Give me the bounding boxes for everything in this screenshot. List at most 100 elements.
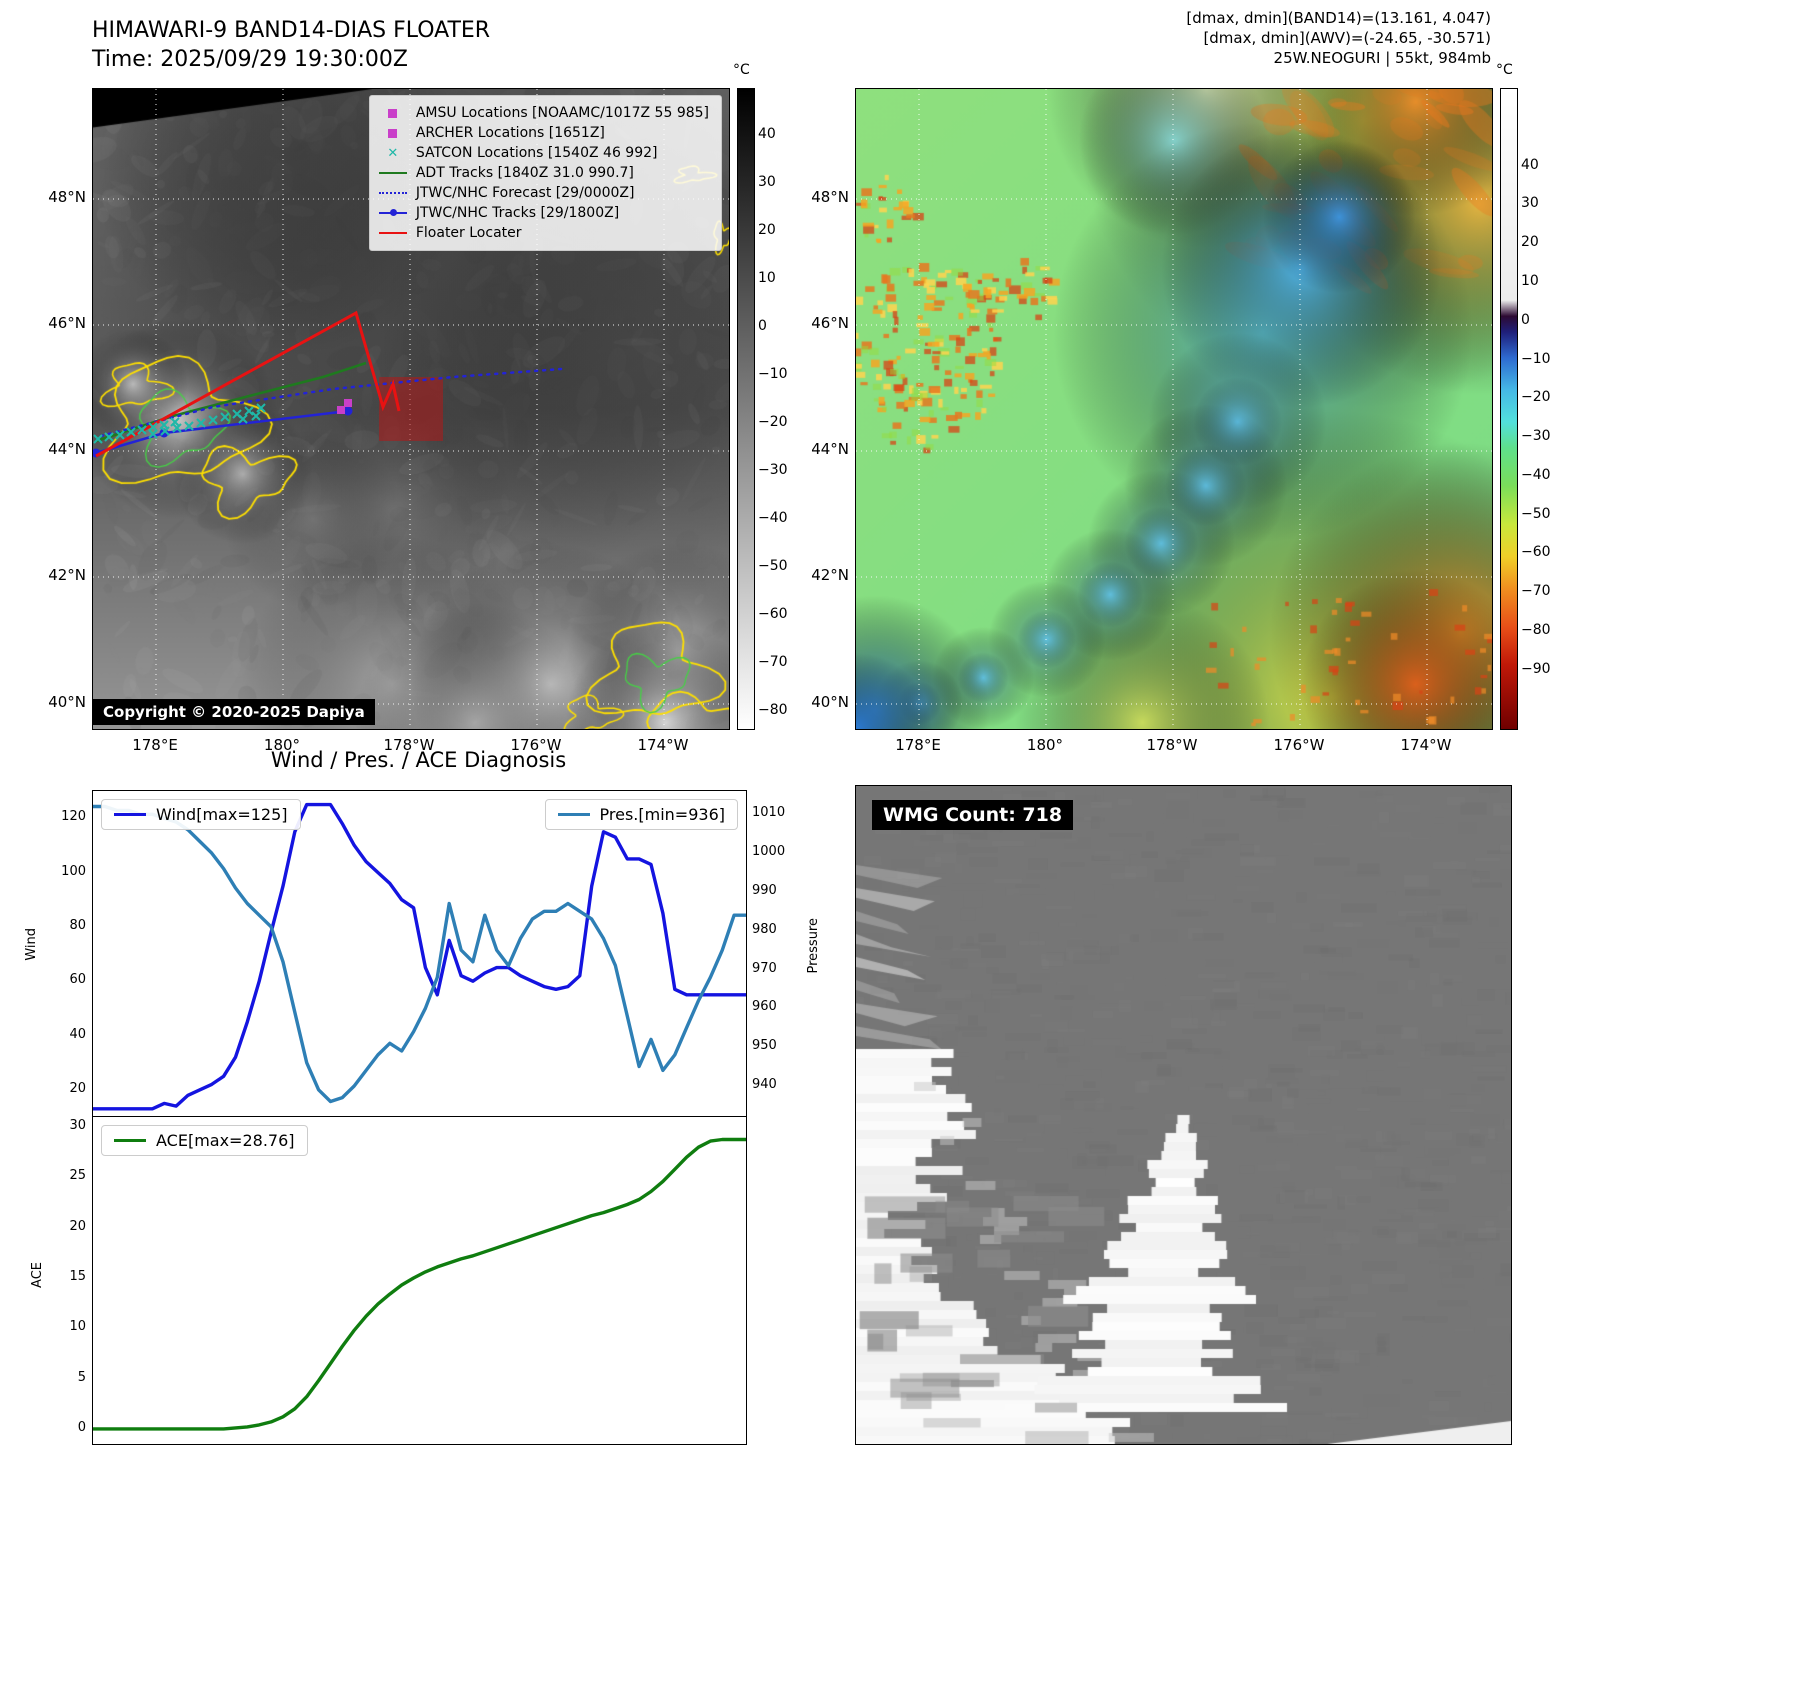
axis-tick-label: 20 [69, 1218, 86, 1234]
lat-tick-label: 42°N [811, 566, 849, 584]
colorbar-tick-label: 0 [1521, 311, 1530, 328]
square-marker-icon [378, 128, 408, 138]
wmg-image [856, 786, 1511, 1444]
ace-chart: ACE[max=28.76] [91, 1116, 748, 1445]
colorbar-tick-label: −50 [758, 558, 788, 575]
colorbar-tick-label: −40 [1521, 466, 1551, 483]
satcon-marker [115, 430, 125, 440]
archer-marker [344, 399, 352, 407]
jtwc-track [95, 409, 349, 455]
storm-summary-text: 25W.NEOGURI | 55kt, 984mb [1273, 49, 1491, 67]
wind-pressure-chart: Wind[max=125] Pres.[min=936] [91, 790, 748, 1118]
line-marker-icon [378, 172, 408, 174]
colorbar-tick-label: 30 [1521, 195, 1539, 212]
colorbar-tick-label: −90 [1521, 660, 1551, 677]
satcon-marker [126, 427, 136, 437]
series-line-1 [91, 804, 748, 1104]
awv-colorbar [1500, 88, 1518, 730]
wind-pressure-plot [91, 802, 748, 1111]
dot-glyph [389, 209, 397, 216]
satcon-marker [160, 426, 170, 436]
legend-item-label: ARCHER Locations [1651Z] [415, 125, 605, 141]
legend-item-label: SATCON Locations [1540Z 46 992] [415, 145, 658, 161]
colorbar-tick-label: −20 [758, 414, 788, 431]
line-dot-marker-icon [378, 209, 408, 216]
satcon-marker [208, 415, 218, 425]
wind-axis-title: Wind [24, 928, 39, 961]
wind-legend: Wind[max=125] [101, 799, 301, 830]
axis-tick-label: 60 [69, 972, 86, 988]
legend-item-label: ADT Tracks [1840Z 31.0 990.7] [415, 165, 634, 181]
colorbar-tick-label: −60 [758, 606, 788, 623]
colorbar-tick-label: −80 [1521, 622, 1551, 639]
colorbar-tick-label: 20 [1521, 234, 1539, 251]
lon-tick-label: 178°E [895, 736, 941, 754]
colorbar-tick-label: 20 [758, 222, 776, 239]
lon-tick-label: 178°W [383, 736, 435, 754]
square-glyph [388, 108, 398, 118]
legend-item: ARCHER Locations [1651Z] [378, 123, 709, 143]
floater-locater-track [95, 310, 401, 458]
satcon-marker [172, 423, 182, 433]
lat-tick-label: 40°N [48, 693, 86, 711]
lon-tick-label: 174°W [1400, 736, 1452, 754]
colorbar-tick-label: 40 [1521, 156, 1539, 173]
wmg-panel: WMG Count: 718 [855, 785, 1512, 1445]
colorbar-tick-label: 0 [758, 318, 767, 335]
series-line-0 [91, 802, 748, 1111]
axis-tick-label: 990 [752, 882, 777, 898]
satcon-marker [238, 414, 248, 424]
legend-item-label: AMSU Locations [NOAAMC/1017Z 55 985] [415, 105, 709, 121]
colorbar-tick-label: −70 [1521, 583, 1551, 600]
axis-tick-label: 30 [69, 1118, 86, 1134]
awv-colorbar-unit: °C [1496, 62, 1513, 78]
satcon-marker [170, 417, 180, 427]
pressure-legend: Pres.[min=936] [544, 799, 738, 830]
axis-tick-label: 100 [61, 863, 86, 879]
satcon-marker [232, 409, 242, 419]
wind-legend-label: Wind[max=125] [156, 805, 288, 824]
axis-tick-label: 950 [752, 1038, 777, 1054]
track-legend: AMSU Locations [NOAAMC/1017Z 55 985] ARCH… [368, 95, 722, 251]
lon-tick-label: 174°W [637, 736, 689, 754]
band14-title-block: HIMAWARI-9 BAND14-DIAS FLOATER Time: 202… [92, 16, 490, 74]
satcon-marker [93, 434, 103, 444]
ace-legend-label: ACE[max=28.76] [156, 1131, 295, 1150]
axis-tick-label: 1000 [752, 844, 786, 860]
legend-item-label: Floater Locater [415, 225, 522, 241]
band14-subtitle: Time: 2025/09/29 19:30:00Z [92, 47, 408, 72]
legend-item: Floater Locater [378, 223, 709, 243]
wmg-count-label: WMG Count: 718 [872, 800, 1074, 830]
band14-colorbar-unit: °C [733, 62, 750, 78]
dotted-line-glyph [378, 192, 407, 194]
axis-tick-label: 20 [69, 1080, 86, 1096]
line-marker-icon [378, 232, 408, 234]
colorbar-tick-label: −10 [1521, 350, 1551, 367]
satcon-marker [251, 411, 261, 421]
lon-tick-label: 180° [263, 736, 301, 754]
colorbar-tick-label: 40 [758, 126, 776, 143]
legend-item: JTWC/NHC Forecast [29/0000Z] [378, 183, 709, 203]
square-glyph [388, 128, 398, 138]
lon-tick-label: 180° [1026, 736, 1064, 754]
awv-map-panel [855, 88, 1493, 730]
axis-tick-label: 960 [752, 999, 777, 1015]
pressure-axis-title: Pressure [806, 918, 821, 974]
axis-tick-label: 5 [77, 1369, 86, 1385]
colorbar-tick-label: −40 [758, 510, 788, 527]
lon-tick-label: 178°E [132, 736, 178, 754]
line-glyph [378, 172, 407, 174]
diagnosis-title: Wind / Pres. / ACE Diagnosis [270, 748, 567, 772]
band14-map-panel: AMSU Locations [NOAAMC/1017Z 55 985] ARCH… [92, 88, 730, 730]
colorbar-tick-label: −80 [758, 702, 788, 719]
satcon-marker [220, 412, 230, 422]
legend-item: ADT Tracks [1840Z 31.0 990.7] [378, 163, 709, 183]
colorbar-tick-label: −50 [1521, 505, 1551, 522]
pressure-legend-label: Pres.[min=936] [599, 805, 725, 824]
lon-tick-label: 176°W [1273, 736, 1325, 754]
jtwc-forecast-track [99, 367, 563, 438]
legend-item: AMSU Locations [NOAAMC/1017Z 55 985] [378, 103, 709, 123]
lon-tick-label: 176°W [510, 736, 562, 754]
legend-item: ✕ SATCON Locations [1540Z 46 992] [378, 143, 709, 163]
